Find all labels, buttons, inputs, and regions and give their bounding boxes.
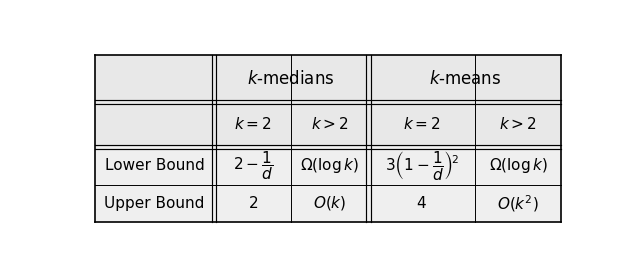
Bar (475, 102, 561, 147)
Bar (291, 185, 369, 222)
Bar (95, 185, 214, 222)
Text: Lower Bound: Lower Bound (104, 158, 204, 173)
Text: $k>2$: $k>2$ (311, 116, 349, 132)
Bar (291, 147, 369, 185)
Bar (95, 102, 214, 147)
Bar (214, 55, 369, 102)
Text: $k$-medians: $k$-medians (248, 70, 335, 87)
Bar (369, 185, 475, 222)
Text: $k=2$: $k=2$ (403, 116, 440, 132)
Bar (369, 147, 475, 185)
Bar (214, 185, 291, 222)
Text: $2$: $2$ (248, 195, 258, 211)
Text: $k$-means: $k$-means (429, 70, 501, 87)
Text: $2-\dfrac{1}{d}$: $2-\dfrac{1}{d}$ (232, 149, 273, 182)
Text: Upper Bound: Upper Bound (104, 196, 205, 211)
Text: $\Omega(\log k)$: $\Omega(\log k)$ (300, 156, 359, 175)
Bar (475, 147, 561, 185)
Bar (214, 147, 291, 185)
Text: $O(k)$: $O(k)$ (313, 194, 346, 212)
Text: $O(k^2)$: $O(k^2)$ (497, 193, 539, 214)
Bar (369, 102, 475, 147)
Text: $\Omega(\log k)$: $\Omega(\log k)$ (488, 156, 547, 175)
Bar (214, 102, 291, 147)
Bar (95, 55, 214, 102)
Bar (369, 55, 561, 102)
Text: $k=2$: $k=2$ (234, 116, 271, 132)
Text: $4$: $4$ (416, 195, 427, 211)
Text: $k>2$: $k>2$ (499, 116, 537, 132)
Bar (95, 147, 214, 185)
Bar (475, 185, 561, 222)
Text: $3\left(1-\dfrac{1}{d}\right)^{\!2}$: $3\left(1-\dfrac{1}{d}\right)^{\!2}$ (385, 149, 459, 182)
Bar (291, 102, 369, 147)
